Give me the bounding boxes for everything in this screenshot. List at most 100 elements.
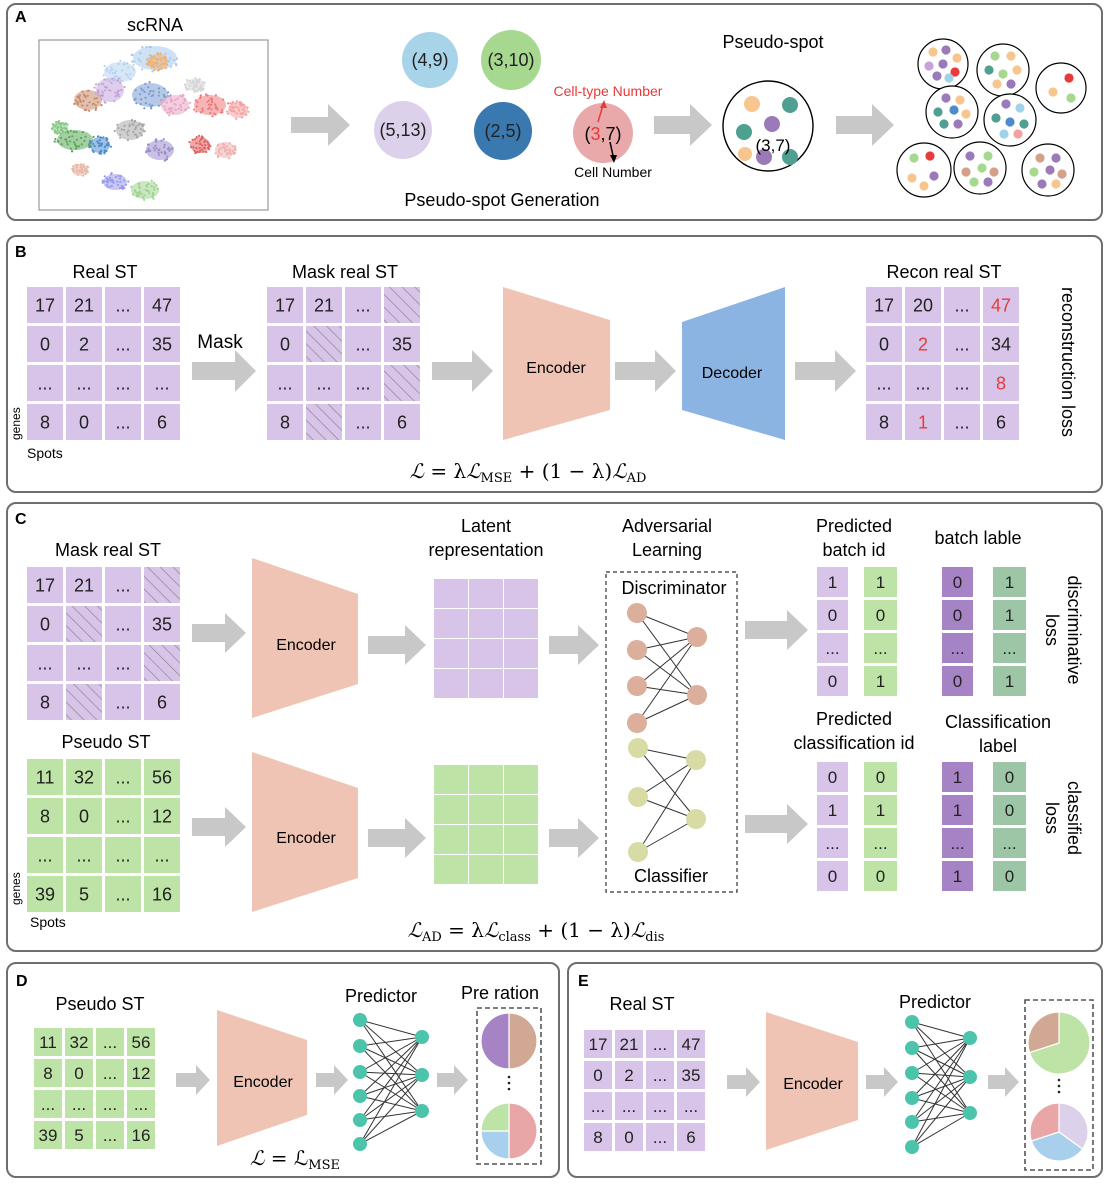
pseudo-spot-cell (961, 109, 971, 119)
matrix-cell (677, 1123, 705, 1151)
umap-point (199, 149, 202, 152)
pseudo-spot-circle (402, 32, 458, 88)
matrix-cell (584, 1092, 612, 1120)
umap-point (116, 89, 119, 92)
matrix-cell (646, 1092, 674, 1120)
net-node (905, 1115, 919, 1129)
arrow-a2 (654, 104, 712, 146)
matrix-cell (27, 404, 63, 440)
masked-cell (66, 606, 102, 642)
umap-point (237, 107, 240, 110)
matrix-cell-value: ... (115, 653, 130, 673)
matrix-cell-value: 39 (35, 884, 55, 904)
umap-point (60, 126, 63, 129)
b-recon-real-st-matrix: 17 20... 47 0 2... 34......... 8 8 1... 6 (866, 287, 1019, 440)
umap-point (102, 74, 105, 77)
umap-cluster (57, 130, 93, 150)
umap-point (135, 134, 138, 137)
e-ratio-box (1024, 999, 1094, 1171)
matrix-cell-value: 56 (132, 1033, 151, 1052)
umap-point (143, 107, 146, 110)
matrix-cell-value: 0 (624, 1128, 633, 1147)
net-edge (911, 1037, 971, 1049)
latent-grid-real (434, 579, 538, 698)
d-title: Pseudo ST (55, 994, 144, 1014)
umap-point (120, 69, 123, 72)
umap-point (157, 91, 161, 94)
net-edge (359, 1036, 423, 1073)
umap-point (191, 82, 195, 85)
pie-slice (508, 1102, 538, 1160)
umap-point (179, 94, 182, 97)
matrix-cell-value: ... (954, 412, 969, 432)
umap-point (71, 135, 74, 138)
umap-point (176, 97, 179, 100)
umap-point (147, 86, 150, 89)
arrow-c5 (549, 625, 599, 665)
umap-point (245, 113, 248, 116)
umap-point (174, 108, 177, 111)
umap-point (246, 106, 249, 109)
matrix-cell (944, 326, 980, 362)
umap-point (160, 67, 163, 70)
umap-point (214, 103, 217, 106)
umap-point (195, 147, 198, 150)
matrix-cell (306, 287, 342, 323)
umap-point (206, 140, 209, 143)
net-node (415, 1104, 429, 1118)
umap-point (106, 143, 109, 146)
umap-point (143, 198, 146, 201)
column-cell (993, 828, 1026, 858)
umap-point (201, 88, 204, 91)
umap-point (79, 163, 83, 166)
matrix-cell-value: 0 (40, 334, 50, 354)
umap-point (132, 130, 135, 133)
column-cell (942, 828, 973, 858)
matrix-cell-value: ... (37, 373, 52, 393)
umap-point (185, 79, 188, 82)
umap-point (134, 128, 137, 131)
matrix-cell-value: 17 (35, 295, 55, 315)
umap-point (133, 133, 136, 136)
umap-point (195, 136, 198, 139)
umap-point (195, 105, 198, 108)
matrix-cell (983, 404, 1019, 440)
umap-point (164, 108, 167, 111)
umap-point (101, 82, 104, 86)
panel-b: B Real ST 17 21... 470 2... 35......... ...8 0… (6, 235, 1103, 493)
net-edge (359, 1019, 423, 1038)
matrix-cell-value: 12 (132, 1064, 151, 1083)
umap-point (53, 129, 57, 132)
umap-point (169, 57, 172, 60)
pred-class-title-2: classification id (793, 733, 914, 753)
net-edge (636, 612, 698, 696)
umap-point (206, 94, 209, 97)
net-edge (636, 636, 698, 687)
umap-point (52, 124, 55, 127)
b-decoder-shape (682, 287, 785, 440)
batch-label-title: batch lable (934, 528, 1021, 548)
matrix-cell (66, 645, 102, 681)
umap-point (124, 73, 127, 76)
net-node (353, 1013, 367, 1027)
masked-cell (144, 645, 180, 681)
umap-point (157, 153, 161, 156)
umap-point (229, 149, 232, 152)
panel-e: E Real ST 17 21... 47 0 2... 35......... ... 8 0… (567, 962, 1103, 1178)
umap-point (55, 120, 58, 124)
matrix-cell-value: ... (115, 373, 130, 393)
reconstruction-loss-label: reconstruction loss (1058, 287, 1078, 437)
matrix-cell-value: 8 (879, 412, 889, 432)
net-edge (636, 649, 698, 696)
net-edge (911, 1072, 971, 1078)
column-cell-value: ... (873, 639, 887, 658)
pseudo-spot-circle-label: (5,13) (379, 120, 426, 140)
umap-point (199, 111, 202, 114)
net-edge (911, 1097, 971, 1114)
umap-point (117, 79, 120, 82)
matrix-cell-value: ... (915, 373, 930, 393)
pseudo-spot-cell (1006, 51, 1016, 61)
umap-point (119, 79, 122, 82)
umap-point (220, 147, 223, 150)
umap-point (98, 139, 101, 142)
